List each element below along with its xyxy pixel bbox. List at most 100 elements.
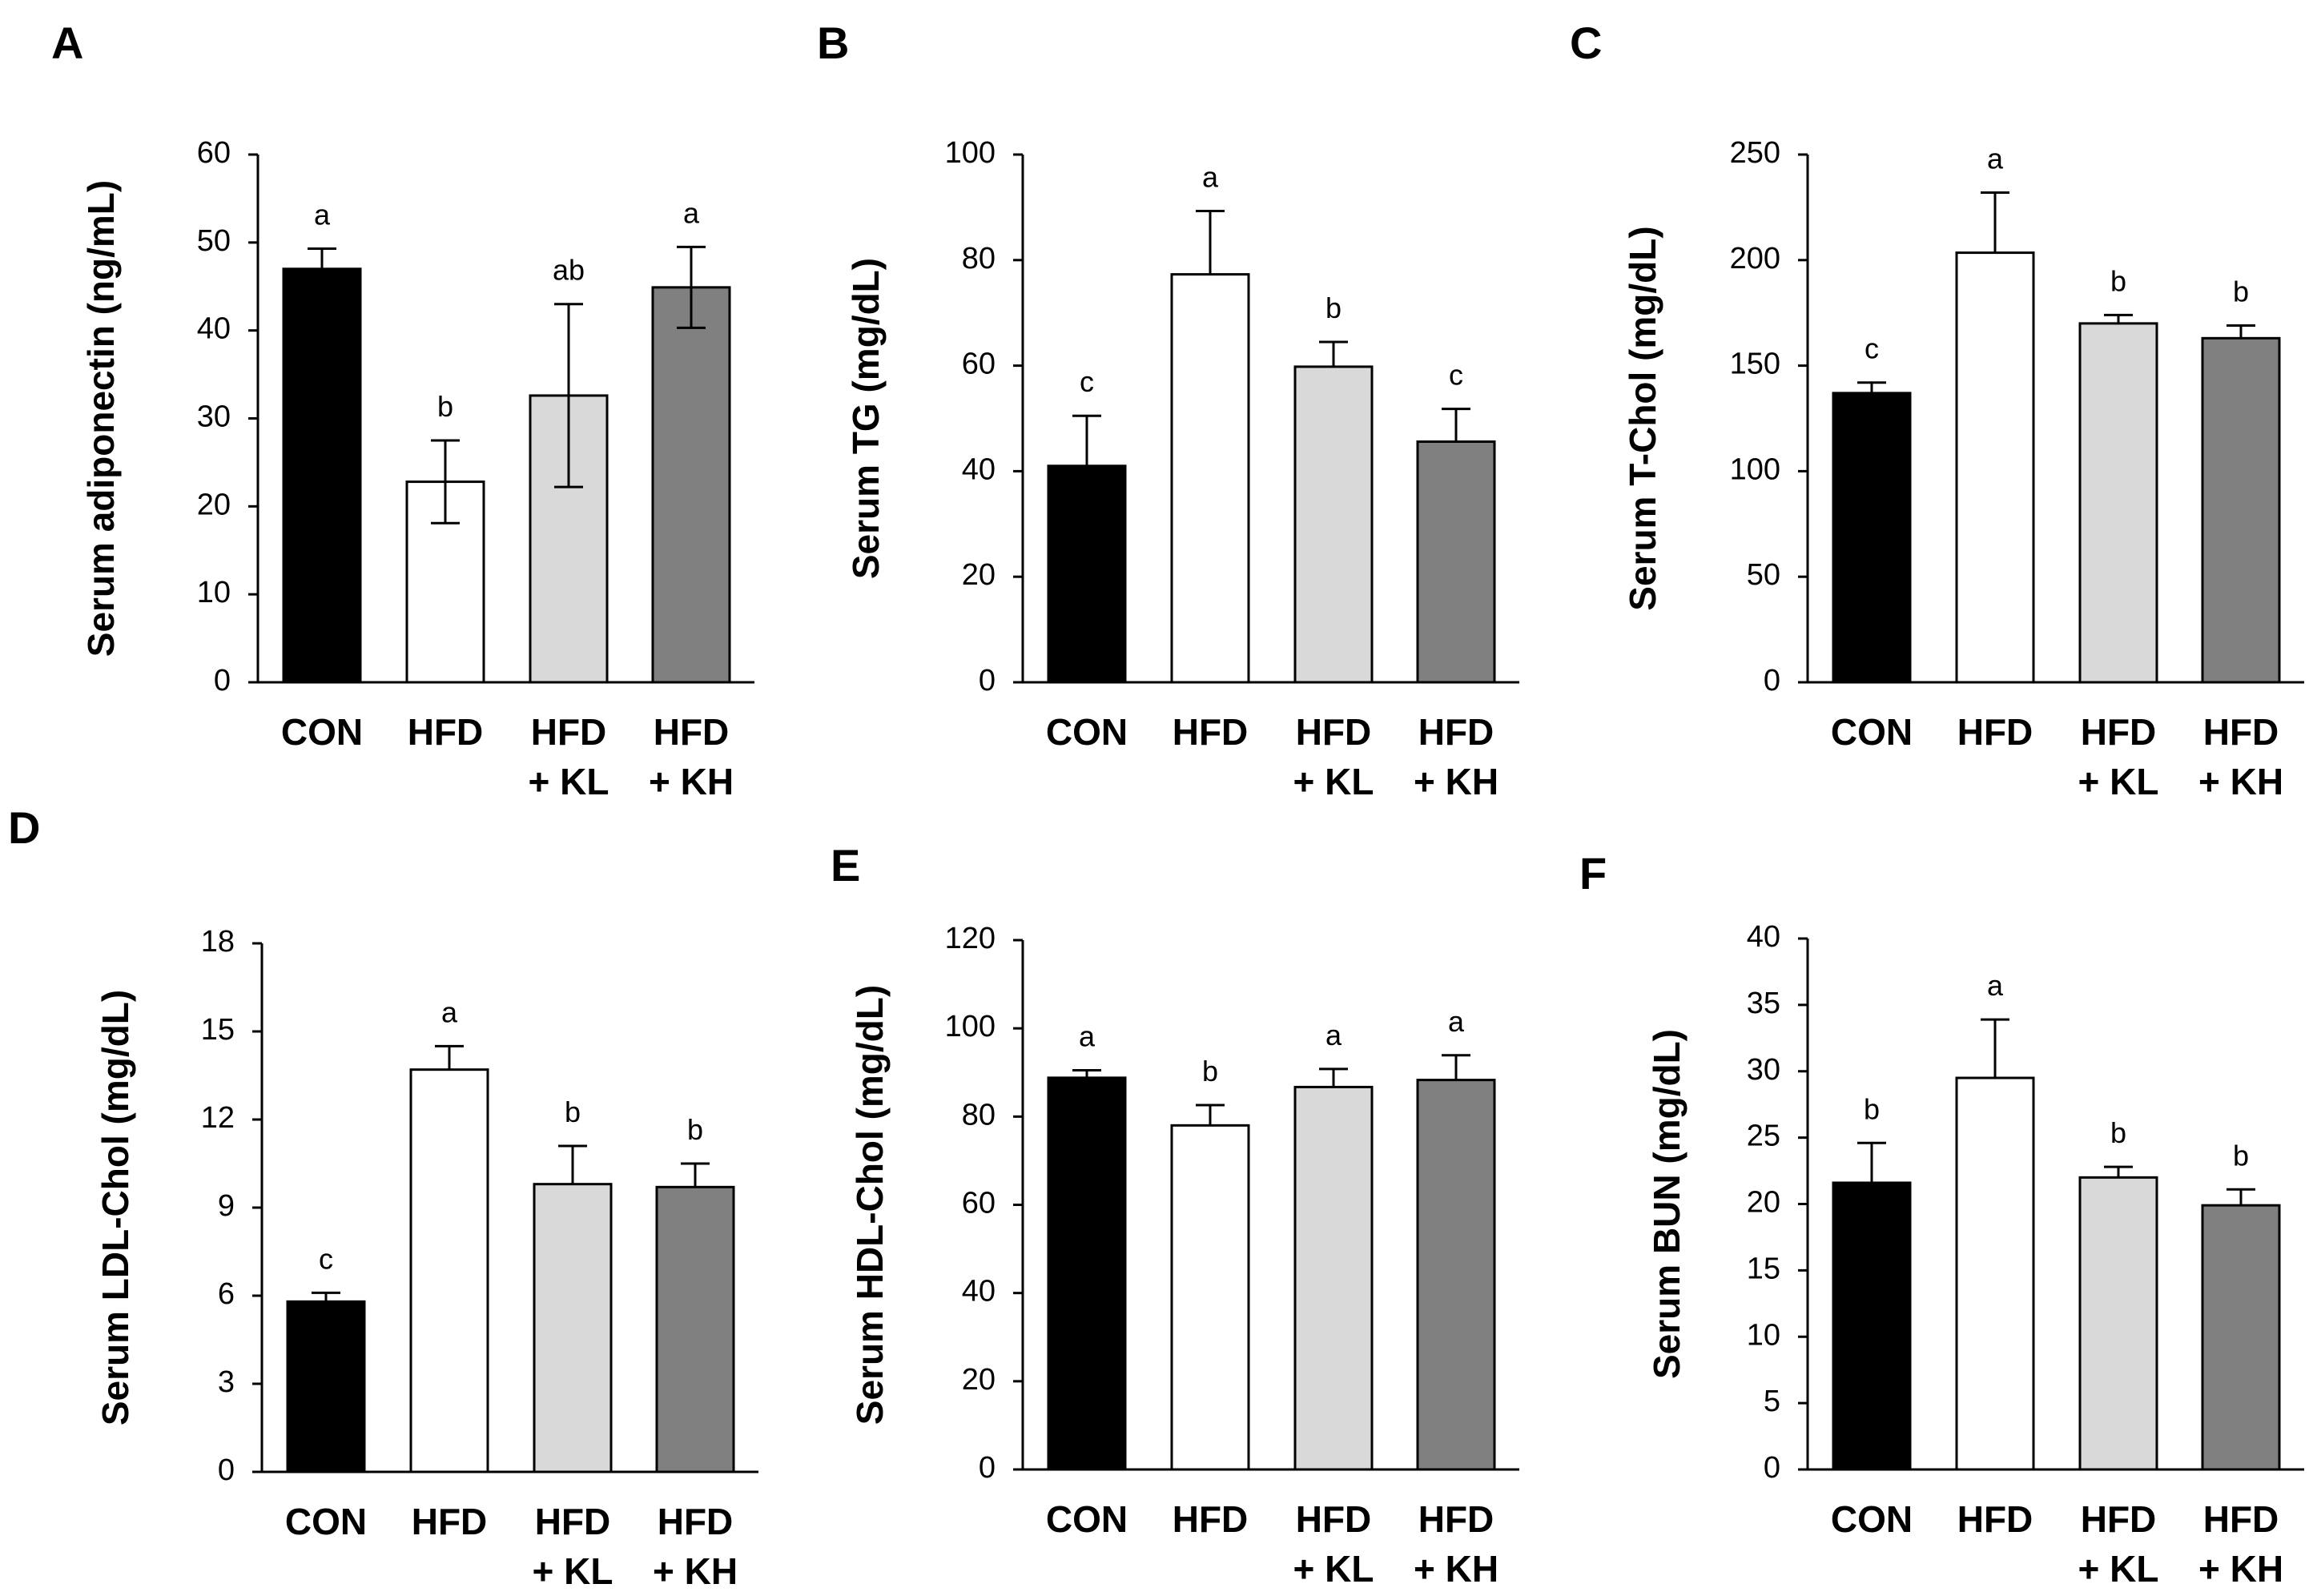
panel-f-letter: F: [1579, 848, 1607, 899]
panel-c-bar-1: [1832, 392, 1912, 684]
panel-f-y-tick-label: 5: [1764, 1385, 1780, 1418]
panel-b-y-tick-label: 80: [962, 242, 996, 275]
panel-f-category-label-3: + KL: [2078, 1548, 2159, 1590]
panel-f-category-label-4: + KH: [2198, 1548, 2283, 1590]
panel-d-letter: D: [8, 802, 40, 853]
panel-a-bar-4: [651, 286, 731, 684]
panel-c-y-tick-label: 100: [1730, 452, 1780, 486]
panel-e-category-label-3: HFD: [1296, 1498, 1372, 1540]
panel-f-sig-letter-4: b: [2233, 1139, 2249, 1172]
panel-c-sig-letter-1: c: [1864, 332, 1879, 365]
panel-f-y-tick-label: 15: [1747, 1252, 1780, 1285]
panel-d-category-label-3: HFD: [535, 1501, 611, 1542]
panel-c-y-tick-label: 200: [1730, 242, 1780, 275]
panel-d-y-tick-label: 15: [201, 1013, 235, 1047]
panel-c-letter: C: [1570, 18, 1602, 68]
panel-c-category-label-1: CON: [1831, 711, 1913, 753]
panel-f-bar-1: [1832, 1181, 1912, 1471]
panel-e-category-label-4: HFD: [1418, 1498, 1494, 1540]
panel-a-y-tick-label: 60: [197, 136, 231, 170]
panel-b-y-axis-label: Serum TG (mg/dL): [845, 258, 887, 579]
panel-a-sig-letter-4: a: [683, 196, 700, 229]
panel-a-sig-letter-1: a: [314, 199, 331, 231]
panel-b-category-label-3: HFD: [1296, 711, 1372, 753]
panel-c-bar-3: [2078, 322, 2158, 684]
panel-f-bar-2: [1955, 1076, 2035, 1471]
panel-a-category-label-3: + KL: [529, 761, 609, 802]
panel-d-sig-letter-4: b: [687, 1113, 703, 1146]
panel-e-y-tick-label: 80: [962, 1098, 996, 1132]
panel-c-bar-4: [2201, 336, 2281, 684]
panel-e-letter: E: [831, 840, 860, 890]
panel-a-sig-letter-3: ab: [553, 254, 585, 287]
panel-d-bar-3: [533, 1183, 613, 1473]
panel-b-sig-letter-3: b: [1325, 291, 1342, 324]
panel-f-y-tick-label: 10: [1747, 1318, 1780, 1352]
panel-a-category-label-3: HFD: [531, 711, 607, 753]
panel-f-sig-letter-2: a: [1987, 969, 2004, 1002]
panel-d-y-tick-label: 18: [201, 925, 235, 959]
panel-b-y-tick-label: 20: [962, 558, 996, 592]
panel-e-category-label-1: CON: [1046, 1498, 1128, 1540]
panel-d-y-tick-label: 3: [218, 1365, 235, 1399]
panel-e-bar-3: [1293, 1085, 1374, 1471]
panel-d-bar-4: [655, 1185, 735, 1473]
panel-c-category-label-4: HFD: [2203, 711, 2279, 753]
panel-d-y-tick-label: 0: [218, 1453, 235, 1487]
panel-a-category-label-4: + KH: [649, 761, 734, 802]
panel-d-category-label-1: CON: [285, 1501, 367, 1542]
panel-e-y-tick-label: 20: [962, 1363, 996, 1397]
panel-b-y-tick-label: 0: [979, 664, 996, 697]
panel-d-category-label-3: + KL: [533, 1550, 613, 1592]
panel-f-y-tick-label: 30: [1747, 1053, 1780, 1087]
panel-a-y-tick-label: 0: [214, 664, 231, 697]
panel-b-bar-1: [1047, 464, 1127, 684]
panel-c-sig-letter-2: a: [1987, 142, 2004, 175]
panel-d-bar-2: [409, 1068, 489, 1473]
panel-d-y-axis-label: Serum LDL-Chol (mg/dL): [95, 990, 136, 1425]
panel-b-bar-3: [1293, 365, 1374, 684]
panel-b-sig-letter-1: c: [1080, 365, 1094, 398]
panel-b-sig-letter-2: a: [1202, 161, 1219, 194]
panel-a-letter: A: [51, 18, 83, 68]
panel-b-category-label-4: + KH: [1414, 761, 1498, 802]
panel-a-sig-letter-2: b: [437, 390, 453, 423]
panel-d-y-tick-label: 9: [218, 1189, 235, 1223]
panel-c-bar-2: [1955, 251, 2035, 684]
panel-a-y-tick-label: 40: [197, 312, 231, 346]
panel-a-y-tick-label: 50: [197, 224, 231, 258]
panel-f-sig-letter-1: b: [1864, 1092, 1880, 1125]
panel-c-y-tick-label: 150: [1730, 348, 1780, 381]
panel-e-y-axis-label: Serum HDL-Chol (mg/dL): [849, 985, 891, 1425]
panel-c-y-tick-label: 250: [1730, 136, 1780, 170]
panel-f-bar-3: [2078, 1176, 2158, 1471]
panel-e-category-label-3: + KL: [1293, 1548, 1374, 1590]
panel-e-y-tick-label: 40: [962, 1275, 996, 1309]
panel-f-y-tick-label: 25: [1747, 1120, 1780, 1153]
panel-b-category-label-4: HFD: [1418, 711, 1494, 753]
panel-e-category-label-2: HFD: [1173, 1498, 1249, 1540]
panel-c-y-axis-label: Serum T-Chol (mg/dL): [1622, 226, 1663, 610]
panel-d-sig-letter-2: a: [441, 995, 458, 1028]
panel-d-y-tick-label: 6: [218, 1277, 235, 1311]
panel-e-bar-2: [1170, 1124, 1250, 1471]
panel-f-y-tick-label: 40: [1747, 920, 1780, 954]
panel-c-category-label-3: + KL: [2078, 761, 2159, 802]
panel-d-category-label-2: HFD: [412, 1501, 488, 1542]
panel-e-sig-letter-1: a: [1079, 1019, 1096, 1052]
panel-f-category-label-1: CON: [1831, 1498, 1913, 1540]
panel-d-category-label-4: HFD: [658, 1501, 734, 1542]
panel-b-y-tick-label: 40: [962, 452, 996, 486]
panel-e-y-tick-label: 100: [945, 1010, 996, 1043]
panel-a-y-tick-label: 10: [197, 576, 231, 609]
panel-d-sig-letter-3: b: [565, 1095, 581, 1128]
panel-c-sig-letter-3: b: [2110, 264, 2126, 297]
panel-a-y-axis-label: Serum adiponectin (ng/mL): [80, 180, 122, 657]
panel-e-sig-letter-2: b: [1202, 1055, 1218, 1087]
panel-d-category-label-4: + KH: [653, 1550, 738, 1592]
panel-e-sig-letter-4: a: [1448, 1005, 1465, 1038]
panel-f-y-tick-label: 35: [1747, 987, 1780, 1020]
panel-c-category-label-4: + KH: [2198, 761, 2283, 802]
panel-f-category-label-3: HFD: [2081, 1498, 2157, 1540]
